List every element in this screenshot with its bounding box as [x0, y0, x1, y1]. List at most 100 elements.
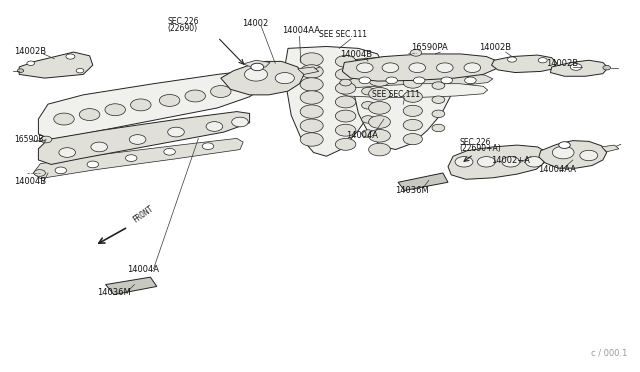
Text: FRONT: FRONT	[131, 205, 156, 225]
Circle shape	[403, 105, 422, 116]
Text: 14004AA: 14004AA	[538, 165, 575, 174]
Text: 14004B: 14004B	[340, 49, 372, 58]
Circle shape	[580, 150, 598, 161]
Circle shape	[441, 77, 452, 84]
Text: 14002B: 14002B	[479, 43, 511, 52]
Circle shape	[335, 110, 356, 122]
Text: (22690+A): (22690+A)	[460, 144, 501, 153]
Polygon shape	[221, 61, 304, 95]
Circle shape	[105, 104, 125, 116]
Circle shape	[465, 77, 476, 84]
Circle shape	[335, 124, 356, 136]
Polygon shape	[19, 52, 93, 78]
Circle shape	[244, 68, 268, 81]
Text: SEE SEC.111: SEE SEC.111	[319, 30, 367, 39]
Circle shape	[55, 167, 67, 174]
Text: c / 000.1: c / 000.1	[591, 348, 627, 357]
Polygon shape	[342, 54, 498, 81]
Circle shape	[300, 105, 323, 118]
Text: SEE SEC.111: SEE SEC.111	[372, 90, 420, 99]
Circle shape	[552, 146, 574, 159]
Circle shape	[432, 96, 445, 103]
Circle shape	[300, 119, 323, 132]
Circle shape	[403, 134, 422, 145]
Circle shape	[413, 77, 425, 84]
Circle shape	[362, 102, 374, 109]
Text: 14002: 14002	[242, 19, 268, 28]
Circle shape	[362, 116, 374, 123]
Circle shape	[432, 124, 445, 132]
Circle shape	[66, 54, 75, 59]
Circle shape	[369, 87, 390, 100]
Circle shape	[386, 77, 397, 84]
Circle shape	[369, 116, 390, 128]
Circle shape	[432, 68, 445, 75]
Circle shape	[76, 68, 84, 73]
Circle shape	[477, 157, 495, 167]
Circle shape	[362, 130, 374, 137]
Polygon shape	[33, 138, 243, 179]
Text: (22690): (22690)	[168, 23, 198, 32]
Circle shape	[403, 119, 422, 131]
Text: 14002B: 14002B	[14, 47, 46, 56]
Polygon shape	[539, 141, 607, 168]
Circle shape	[603, 65, 611, 70]
Circle shape	[131, 99, 151, 111]
Text: 14002B: 14002B	[546, 59, 578, 68]
Circle shape	[403, 91, 422, 102]
Polygon shape	[285, 46, 384, 156]
Circle shape	[369, 143, 390, 156]
Polygon shape	[492, 55, 557, 73]
Circle shape	[125, 155, 137, 161]
Circle shape	[275, 73, 294, 84]
Circle shape	[87, 161, 99, 168]
Circle shape	[409, 63, 426, 73]
Polygon shape	[602, 145, 619, 152]
Circle shape	[340, 79, 351, 86]
Circle shape	[164, 148, 175, 155]
Circle shape	[369, 61, 390, 73]
Circle shape	[34, 170, 45, 176]
Circle shape	[382, 63, 399, 73]
Polygon shape	[38, 71, 269, 140]
Circle shape	[79, 109, 100, 121]
Text: 14036M: 14036M	[97, 288, 131, 296]
Circle shape	[359, 77, 371, 84]
Circle shape	[159, 94, 180, 106]
Circle shape	[335, 96, 356, 108]
Text: 14004B: 14004B	[14, 177, 46, 186]
Text: 14004A: 14004A	[346, 131, 378, 140]
Circle shape	[232, 117, 248, 127]
Text: 14002+A: 14002+A	[492, 156, 531, 165]
Circle shape	[300, 53, 323, 66]
Circle shape	[27, 61, 35, 65]
Circle shape	[362, 87, 374, 95]
Circle shape	[502, 157, 520, 167]
Polygon shape	[550, 60, 608, 76]
Circle shape	[335, 138, 356, 150]
Text: 16590B: 16590B	[14, 135, 44, 144]
Text: 14036M: 14036M	[396, 186, 429, 195]
Circle shape	[570, 64, 582, 70]
Circle shape	[455, 157, 473, 167]
Circle shape	[185, 90, 205, 102]
Circle shape	[403, 63, 422, 74]
Circle shape	[251, 63, 264, 71]
Circle shape	[40, 136, 52, 143]
Circle shape	[356, 63, 373, 73]
Polygon shape	[106, 277, 157, 295]
Circle shape	[59, 148, 76, 157]
Polygon shape	[398, 173, 448, 190]
Polygon shape	[298, 67, 319, 74]
Polygon shape	[339, 73, 493, 89]
Polygon shape	[38, 112, 250, 164]
Circle shape	[362, 60, 374, 67]
Text: 16590PA: 16590PA	[412, 43, 448, 52]
Circle shape	[300, 78, 323, 91]
Circle shape	[300, 133, 323, 146]
Circle shape	[335, 82, 356, 94]
Circle shape	[202, 143, 214, 150]
Circle shape	[410, 49, 422, 56]
Circle shape	[17, 69, 24, 73]
Text: 14004AA: 14004AA	[282, 26, 319, 35]
